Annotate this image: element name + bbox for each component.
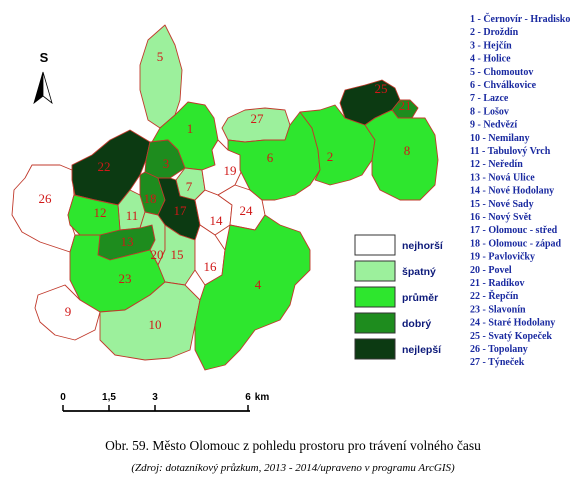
district-label-18: 18 bbox=[144, 191, 157, 206]
district-index-item: 18 - Olomouc - západ bbox=[470, 238, 562, 249]
legend-label-prumer: průměr bbox=[402, 292, 438, 304]
district-label-22: 22 bbox=[98, 159, 111, 174]
district-index-item: 10 - Nemilany bbox=[470, 133, 529, 144]
district-label-2: 2 bbox=[327, 149, 334, 164]
district-label-16: 16 bbox=[204, 259, 218, 274]
district-label-9: 9 bbox=[65, 304, 72, 319]
scale-bar-label-0: 0 bbox=[60, 392, 66, 403]
district-label-19: 19 bbox=[224, 163, 237, 178]
district-index-item: 17 - Olomouc - střed bbox=[470, 225, 558, 236]
district-index-item: 22 - Řepčín bbox=[470, 290, 519, 302]
district-5[interactable] bbox=[139, 24, 183, 129]
scale-bar-label-1: 1,5 bbox=[102, 392, 116, 403]
district-index-item: 12 - Neředín bbox=[470, 159, 523, 170]
north-arrow-label: S bbox=[40, 50, 49, 65]
district-label-25: 25 bbox=[375, 81, 388, 96]
district-layer bbox=[11, 24, 439, 371]
district-8[interactable] bbox=[364, 109, 439, 201]
district-label-layer: 26 22 5 1 3 7 18 17 11 12 13 20 15 14 16… bbox=[39, 49, 412, 332]
legend-label-nejlepsi: nejlepší bbox=[402, 344, 442, 356]
district-label-5: 5 bbox=[157, 49, 164, 64]
district-index: 1 - Černovír - Hradisko 2 - Droždín 3 - He… bbox=[470, 12, 570, 368]
legend-swatch-spatny bbox=[354, 260, 396, 282]
north-arrow: S bbox=[33, 50, 53, 105]
district-index-item: 14 - Nové Hodolany bbox=[470, 186, 554, 197]
district-index-item: 3 - Hejčín bbox=[470, 40, 512, 51]
district-label-8: 8 bbox=[404, 143, 411, 158]
scale-bar: 0 1,5 3 6 km bbox=[60, 392, 270, 412]
district-label-6: 6 bbox=[267, 150, 274, 165]
district-index-item: 20 - Povel bbox=[470, 265, 512, 276]
district-label-27: 27 bbox=[251, 111, 265, 126]
district-index-item: 15 - Nové Sady bbox=[470, 199, 534, 210]
district-index-item: 27 - Týneček bbox=[470, 357, 525, 368]
district-label-21: 21 bbox=[399, 98, 412, 113]
district-label-20: 20 bbox=[151, 247, 164, 262]
district-index-item: 8 - Lošov bbox=[470, 106, 509, 117]
district-index-item: 16 - Nový Svět bbox=[470, 212, 532, 223]
district-index-item: 2 - Droždín bbox=[470, 27, 519, 38]
district-label-12: 12 bbox=[94, 205, 107, 220]
district-index-item: 6 - Chválkovice bbox=[470, 80, 537, 91]
legend-swatch-dobry bbox=[354, 312, 396, 334]
district-26[interactable] bbox=[11, 164, 76, 253]
district-label-17: 17 bbox=[174, 203, 188, 218]
district-index-item: 25 - Svatý Kopeček bbox=[470, 331, 552, 342]
district-index-item: 11 - Tabulový Vrch bbox=[470, 146, 551, 157]
scale-bar-label-2: 3 bbox=[152, 392, 158, 403]
district-4[interactable] bbox=[194, 214, 311, 371]
district-index-item: 26 - Topolany bbox=[470, 344, 528, 355]
scale-bar-label-3: 6 bbox=[245, 392, 251, 403]
district-index-item: 5 - Chomoutov bbox=[470, 67, 533, 78]
figure-caption: Obr. 59. Město Olomouc z pohledu prostor… bbox=[105, 438, 481, 453]
district-label-11: 11 bbox=[126, 208, 139, 223]
district-index-item: 4 - Holice bbox=[470, 54, 511, 65]
district-label-3: 3 bbox=[163, 156, 170, 171]
district-label-4: 4 bbox=[255, 277, 262, 292]
legend-swatch-nejhorsi bbox=[354, 234, 396, 256]
district-index-item: 19 - Pavlovičky bbox=[470, 252, 535, 263]
district-9[interactable] bbox=[34, 284, 101, 341]
north-arrow-icon bbox=[33, 71, 44, 105]
district-index-item: 24 - Staré Hodolany bbox=[470, 318, 555, 329]
district-index-item: 21 - Radíkov bbox=[470, 278, 524, 289]
district-label-7: 7 bbox=[186, 179, 193, 194]
north-arrow-icon-half bbox=[42, 71, 53, 105]
district-2[interactable] bbox=[299, 104, 376, 186]
figure-source: (Zdroj: dotazníkový průzkum, 2013 - 2014… bbox=[131, 462, 455, 474]
district-index-item: 13 - Nová Ulice bbox=[470, 172, 535, 183]
district-label-10: 10 bbox=[149, 317, 162, 332]
district-label-14: 14 bbox=[210, 213, 224, 228]
legend-swatch-prumer bbox=[354, 286, 396, 308]
legend-label-dobry: dobrý bbox=[402, 318, 431, 330]
district-label-26: 26 bbox=[39, 191, 53, 206]
district-label-15: 15 bbox=[171, 247, 184, 262]
legend-swatch-nejlepsi bbox=[354, 338, 396, 360]
district-index-item: 1 - Černovír - Hradisko bbox=[470, 12, 570, 25]
legend-label-spatny: špatný bbox=[402, 266, 436, 278]
map-legend: nejhorší špatný průměr dobrý nejlepší bbox=[354, 234, 444, 360]
district-label-13: 13 bbox=[121, 234, 134, 249]
legend-label-nejhorsi: nejhorší bbox=[402, 240, 444, 252]
scale-bar-unit: km bbox=[255, 392, 270, 403]
district-label-24: 24 bbox=[240, 203, 254, 218]
district-label-23: 23 bbox=[119, 271, 132, 286]
district-index-item: 9 - Nedvězí bbox=[470, 120, 517, 131]
district-label-1: 1 bbox=[187, 121, 194, 136]
district-index-item: 7 - Lazce bbox=[470, 93, 509, 104]
district-index-item: 23 - Slavonín bbox=[470, 304, 526, 315]
